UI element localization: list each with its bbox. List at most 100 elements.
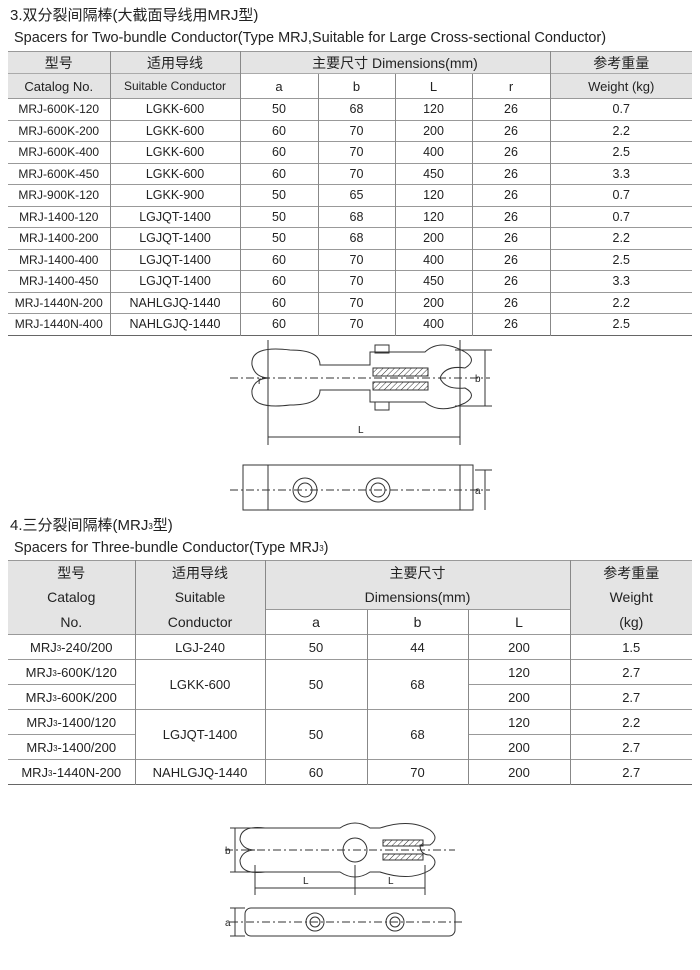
cell-weight: 0.7 (549, 98, 692, 120)
cell-dim-L: 400 (394, 313, 472, 335)
label-b: b (225, 846, 231, 857)
cell-weight: 2.5 (549, 141, 692, 163)
header-conductor-en: Suitable Conductor (109, 73, 240, 99)
two-bundle-spacer-table: 型号 适用导线 主要尺寸 Dimensions(mm) 参考重量 Catalog… (8, 51, 692, 336)
cell-catalog-no: MRJ3-600K/120 (8, 659, 135, 685)
cell-dim-L: 200 (467, 759, 570, 785)
cell-weight: 2.7 (569, 684, 692, 710)
cell-weight: 2.7 (569, 659, 692, 685)
cell-weight: 2.2 (549, 227, 692, 249)
cell-dim-L: 450 (394, 270, 472, 292)
cell-dim-r: 26 (471, 270, 550, 292)
cell-dim-a: 60 (239, 313, 318, 335)
cell-dim-L: 450 (394, 162, 472, 185)
cell-dim-b: 70 (317, 248, 395, 271)
label-b: b (475, 374, 481, 385)
cell-conductor: NAHLGJQ-1440 (109, 313, 240, 335)
header-L: L (394, 73, 472, 99)
cell-dim-L: 200 (394, 227, 472, 249)
cell-conductor: NAHLGJQ-1440 (109, 291, 240, 314)
cell-conductor: LGJQT-1400 (109, 227, 240, 249)
cell-dim-r: 26 (471, 291, 550, 314)
table-row: MRJ-600K-200 LGKK-600 60 70 200 26 2.2 (8, 119, 692, 142)
table-row: MRJ-600K-120 LGKK-600 50 68 120 26 0.7 (8, 98, 692, 120)
cell-dim-r: 26 (471, 162, 550, 185)
label-L1: L (303, 876, 309, 887)
header-model-en: Catalog No. (8, 73, 110, 99)
cell-dim-b: 70 (317, 291, 395, 314)
header-dimensions-en: Dimensions(mm) (264, 585, 570, 610)
header-model-cn: 型号 (8, 51, 110, 74)
header-a: a (239, 73, 318, 99)
cell-catalog-no: MRJ-600K-120 (8, 98, 110, 120)
cell-conductor: LGKK-600 (109, 98, 240, 120)
cell-conductor: LGJQT-1400 (109, 270, 240, 292)
section3-subtitle: Spacers for Two-bundle Conductor(Type MR… (14, 30, 607, 46)
cell-catalog-no: MRJ-600K-450 (8, 162, 110, 185)
cell-dim-b: 68 (366, 659, 468, 710)
table-row: MRJ3-600K/200 200 2.7 (8, 684, 692, 710)
label-L2: L (388, 876, 394, 887)
cell-conductor: LGKK-600 (109, 141, 240, 163)
header-conductor-en: Suitable (134, 585, 265, 610)
header-r: r (471, 73, 550, 99)
cell-conductor: NAHLGJQ-1440 (134, 759, 265, 785)
header-weight-unit: (kg) (569, 609, 692, 635)
cell-dim-a: 60 (264, 759, 367, 785)
cell-dim-a: 60 (239, 141, 318, 163)
cell-weight: 2.5 (549, 248, 692, 271)
cell-dim-a: 50 (264, 659, 367, 710)
table-row: MRJ3-240/200 LGJ-240 50 44 200 1.5 (8, 634, 692, 660)
section4-title: 4.三分裂间隔棒(MRJ3型) (10, 517, 173, 534)
table-row: MRJ-1400-450 LGJQT-1400 60 70 450 26 3.3 (8, 270, 692, 292)
cell-weight: 3.3 (549, 270, 692, 292)
cell-dim-L: 120 (467, 709, 570, 735)
cell-dim-r: 26 (471, 313, 550, 335)
cell-weight: 1.5 (569, 634, 692, 660)
cell-dim-a: 50 (239, 227, 318, 249)
table-row: MRJ-600K-450 LGKK-600 60 70 450 26 3.3 (8, 162, 692, 185)
header-dimensions-cn: 主要尺寸 (264, 560, 570, 585)
cell-conductor: LGJQT-1400 (109, 205, 240, 228)
cell-weight: 2.7 (569, 759, 692, 785)
cell-weight: 2.7 (569, 734, 692, 760)
header-model-en: Catalog (8, 585, 135, 610)
cell-dim-r: 26 (471, 205, 550, 228)
cell-conductor: LGJQT-1400 (109, 248, 240, 271)
table-row: MRJ3-1400/120 LGJQT-1400 50 68 120 2.2 (8, 709, 692, 760)
two-bundle-spacer-drawing: r b L a (230, 340, 492, 511)
cell-dim-L: 200 (467, 734, 570, 760)
cell-dim-a: 50 (264, 634, 367, 660)
cell-dim-b: 68 (366, 709, 468, 760)
header-model-cn: 型号 (8, 560, 135, 585)
cell-dim-b: 70 (317, 141, 395, 163)
table-row: MRJ-1440N-400 NAHLGJQ-1440 60 70 400 26 2.5 (8, 313, 692, 335)
cell-dim-L: 120 (394, 205, 472, 228)
header-weight-en: Weight (569, 585, 692, 610)
table-row: MRJ-900K-120 LGKK-900 50 65 120 26 0.7 (8, 184, 692, 206)
cell-catalog-no: MRJ-900K-120 (8, 184, 110, 206)
cell-dim-a: 60 (239, 119, 318, 142)
table-row: MRJ-600K-400 LGKK-600 60 70 400 26 2.5 (8, 141, 692, 163)
cell-catalog-no: MRJ-600K-200 (8, 119, 110, 142)
cell-conductor: LGKK-600 (109, 162, 240, 185)
cell-dim-b: 70 (317, 162, 395, 185)
table-row: MRJ3-1440N-200 NAHLGJQ-1440 60 70 200 2.7 (8, 759, 692, 785)
cell-dim-L: 200 (394, 119, 472, 142)
cell-dim-a: 50 (239, 98, 318, 120)
cell-dim-L: 400 (394, 141, 472, 163)
header-weight-cn: 参考重量 (569, 560, 692, 585)
cell-conductor: LGJ-240 (134, 634, 265, 660)
header-dimensions: 主要尺寸 Dimensions(mm) (239, 51, 550, 74)
cell-catalog-no: MRJ3-1400/200 (8, 734, 135, 760)
header-conductor-en2: Conductor (134, 609, 265, 635)
cell-dim-a: 50 (264, 709, 367, 760)
cell-dim-r: 26 (471, 184, 550, 206)
table-row: MRJ3-600K/120 LGKK-600 50 68 120 2.7 (8, 659, 692, 710)
cell-dim-a: 50 (239, 205, 318, 228)
cell-catalog-no: MRJ-600K-400 (8, 141, 110, 163)
cell-dim-L: 120 (394, 184, 472, 206)
cell-dim-r: 26 (471, 119, 550, 142)
cell-dim-b: 68 (317, 98, 395, 120)
cell-conductor: LGJQT-1400 (134, 709, 265, 760)
